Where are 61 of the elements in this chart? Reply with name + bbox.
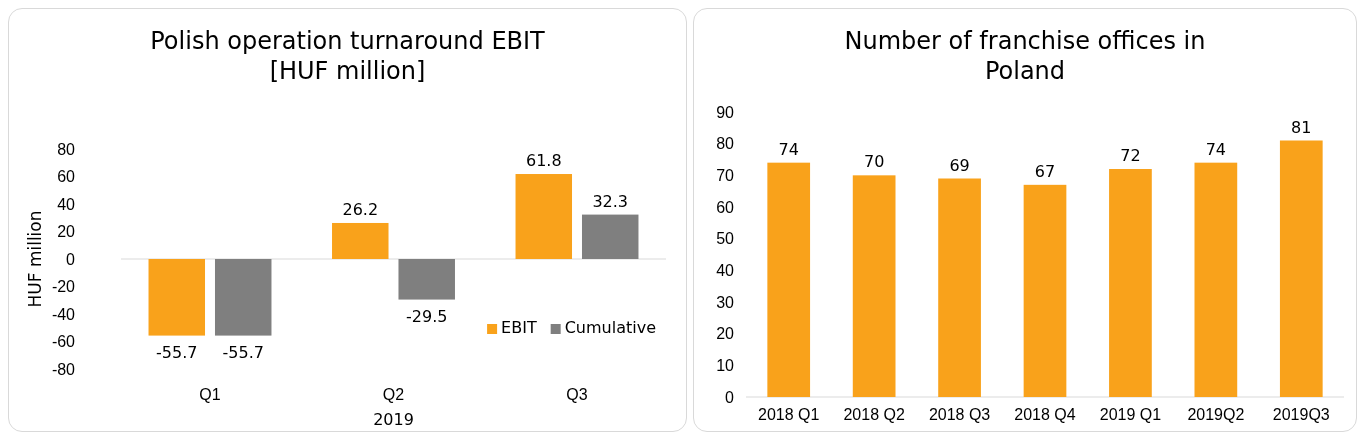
bar [581, 214, 639, 259]
y-tick-label: -60 [51, 333, 76, 351]
bar [148, 259, 206, 336]
bar [1023, 184, 1067, 397]
data-label: 72 [1120, 146, 1141, 165]
x-axis-title: 2019 [373, 410, 414, 429]
data-label: -29.5 [406, 306, 448, 326]
y-tick-label: 0 [66, 250, 76, 268]
y-tick-label: -40 [51, 305, 76, 323]
data-label: 70 [863, 152, 885, 172]
data-label: -55.7 [156, 342, 198, 362]
chart-title: Number of franchise offices in Poland [844, 27, 1206, 85]
x-tick-label: 2018 Q4 [1014, 406, 1076, 424]
bar [515, 174, 573, 259]
x-tick-label: 2019Q2 [1187, 406, 1245, 424]
data-label: 74 [778, 139, 799, 159]
bar [767, 162, 811, 397]
y-tick-label: -80 [51, 360, 76, 378]
bar [332, 222, 389, 259]
x-tick-label: 2019Q3 [1272, 406, 1330, 424]
bar [1279, 140, 1323, 397]
y-tick-label: 80 [57, 140, 76, 158]
x-tick-label: 2019 Q1 [1099, 406, 1162, 424]
y-tick-label: 40 [716, 261, 735, 279]
bar [1194, 162, 1238, 397]
x-tick-label: Q2 [382, 386, 405, 404]
chart-title: Polish operation turnaround EBIT [HUF million] [150, 27, 546, 85]
x-tick-label: 2018 Q2 [843, 406, 905, 424]
y-axis-title: HUF million [25, 210, 45, 308]
y-tick-label: 70 [716, 166, 735, 184]
x-tick-label: 2018 Q3 [928, 406, 991, 424]
data-label: 81 [1291, 117, 1312, 137]
data-label: -55.7 [222, 342, 264, 362]
bar [398, 259, 455, 300]
y-tick-label: 50 [716, 230, 735, 248]
y-tick-label: 10 [716, 356, 735, 374]
data-label: 67 [1034, 161, 1056, 181]
bar [214, 259, 272, 336]
bar [852, 175, 896, 397]
bar [1109, 169, 1152, 397]
x-tick-label: Q3 [566, 386, 588, 404]
data-label: 26.2 [342, 199, 379, 219]
y-tick-label: 30 [716, 293, 735, 311]
y-tick-label: -20 [51, 278, 76, 296]
y-tick-label: 60 [57, 168, 76, 186]
y-tick-label: 0 [725, 388, 735, 406]
legend-label: EBIT [501, 318, 537, 337]
y-tick-label: 20 [57, 223, 76, 241]
data-label: 32.3 [592, 191, 629, 211]
y-tick-label: 80 [716, 135, 735, 153]
y-tick-label: 20 [716, 325, 735, 343]
y-tick-label: 90 [716, 103, 735, 121]
x-tick-label: Q1 [199, 386, 221, 404]
x-tick-label: 2018 Q1 [758, 406, 820, 424]
legend-label: Cumulative [564, 318, 656, 337]
bar [938, 178, 981, 397]
y-tick-label: 60 [716, 198, 735, 216]
data-label: 69 [949, 155, 970, 175]
data-label: 61.8 [525, 151, 562, 171]
y-tick-label: 40 [57, 195, 76, 213]
data-label: 74 [1205, 139, 1227, 159]
